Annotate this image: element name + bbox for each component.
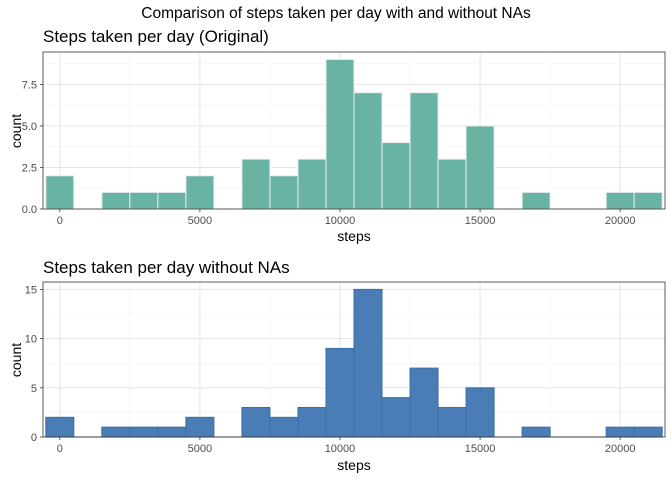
chart-original-xtick-label: 20000 [605,215,636,227]
chart-without-nas-panel-border [42,281,666,438]
chart-without-nas-bar [269,416,299,438]
chart-without-nas-bar [101,426,131,438]
chart-without-nas-xtick-label: 15000 [465,443,496,455]
chart-original-panel-border [42,51,666,210]
chart-without-nas-bar [297,406,327,438]
chart-without-nas-bar [437,406,467,438]
chart-original-bar [241,158,271,210]
chart-without-nas-bar [521,426,551,438]
chart-without-nas-bars [45,288,663,438]
figure-suptitle: Comparison of steps taken per day with a… [141,5,531,22]
chart-without-nas-bar [157,426,187,438]
chart-original-ytick-label: 7.5 [22,79,37,91]
chart-original-ytick-label: 0.0 [22,204,37,216]
chart-original-bar [409,92,439,210]
chart-without-nas-xtick-label: 10000 [325,443,356,455]
chart-original-ytick-label: 5.0 [22,121,37,133]
chart-original-bar [101,191,131,210]
chart-without-nas-ytick-label: 0 [31,432,37,444]
chart-without-nas-bar [409,367,439,438]
chart-without-nas-axes: 0 5000 10000 15000 20000 0 5 10 15 [25,284,636,455]
chart-without-nas-ytick-label: 15 [25,284,37,296]
chart-without-nas-xtick-label: 20000 [605,443,636,455]
chart-original-bar [465,125,495,210]
chart-original-bar [157,191,187,210]
chart-without-nas-xlabel: steps [337,457,370,473]
chart-original-bar [381,142,411,210]
chart-without-nas-bar [185,416,215,438]
chart-without-nas-title: Steps taken per day without NAs [43,258,290,277]
chart-original-bar [269,175,299,210]
chart-without-nas-bar [381,397,411,438]
chart-original-xtick-label: 15000 [465,215,496,227]
chart-original-bar [605,191,635,210]
chart-original: Steps taken per day (Original) 0 5000 1000… [8,27,666,244]
chart-original-bar [437,158,467,210]
chart-original-bar [633,191,663,210]
chart-original-bar [325,58,355,210]
chart-original-bar [185,175,215,210]
chart-original-bar [297,158,327,210]
chart-without-nas-ylabel: count [8,343,24,377]
chart-original-bar [353,92,383,210]
chart-original-title: Steps taken per day (Original) [43,27,269,46]
chart-without-nas-xtick-label: 0 [57,443,63,455]
chart-original-bar [521,191,551,210]
chart-original-xtick-label: 5000 [188,215,212,227]
chart-without-nas: Steps taken per day without NAs 0 5000 100… [8,258,666,473]
chart-without-nas-bar [241,406,271,438]
chart-without-nas-ytick-label: 5 [31,383,37,395]
chart-original-xlabel: steps [337,228,370,244]
chart-without-nas-bar [129,426,159,438]
chart-original-bars [45,58,663,210]
chart-original-bar [45,175,75,210]
chart-original-xtick-label: 10000 [325,215,356,227]
chart-without-nas-xtick-label: 5000 [188,443,212,455]
chart-original-ytick-label: 2.5 [22,162,37,174]
chart-without-nas-ytick-label: 10 [25,334,37,346]
chart-original-ylabel: count [8,114,24,148]
chart-without-nas-bar [45,416,75,438]
chart-original-xtick-label: 0 [57,215,63,227]
chart-without-nas-bar [605,426,635,438]
chart-original-axes: 0 5000 10000 15000 20000 0.0 2.5 5.0 7.5 [22,79,636,227]
chart-without-nas-bar [465,387,495,438]
chart-original-bar [129,191,159,210]
chart-without-nas-bar [353,288,383,438]
chart-without-nas-bar [325,347,355,438]
chart-without-nas-bar [633,426,663,438]
